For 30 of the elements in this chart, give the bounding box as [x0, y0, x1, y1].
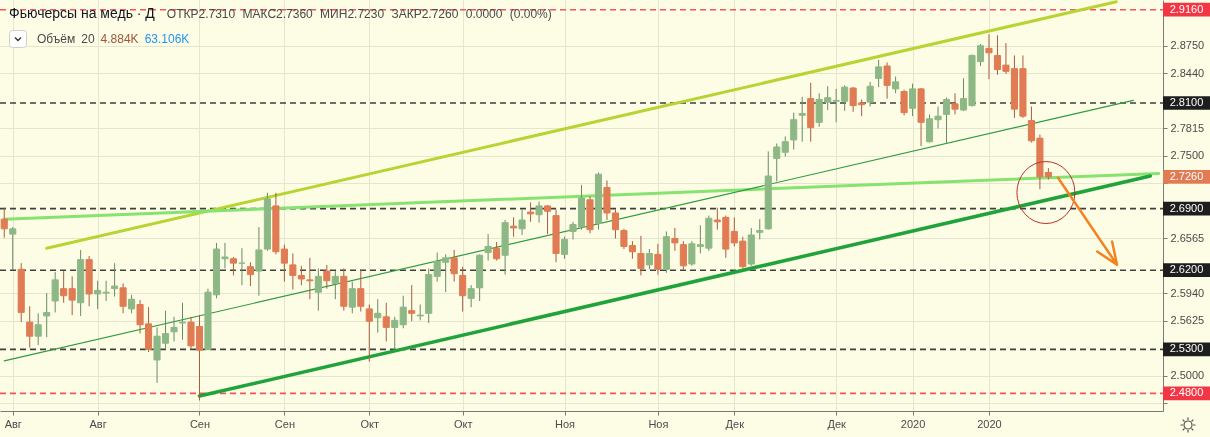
x-tick-label: 2020	[977, 417, 1002, 430]
text: ОТКР2.7310 МАКС2.7360 МИН2.7230 ЗАКР2.7260 0.0000 (0.00%)	[166, 7, 552, 21]
x-tick-label: Окт	[360, 417, 380, 430]
ref-line-label: 2.8100	[1169, 95, 1204, 108]
x-tick-label: 2020	[900, 417, 926, 430]
ref-line-label: 2.6200	[1169, 263, 1204, 276]
x-tick-label: Сен	[274, 417, 295, 430]
x-tick-label: Авг	[4, 417, 22, 430]
x-tick-label: Авг	[89, 417, 107, 430]
ref-line-label: 2.5300	[1169, 342, 1204, 355]
x-tick-label: Сен	[189, 417, 211, 430]
x-tick-label: Дек	[725, 417, 745, 430]
ref-line-label: 2.4800	[1169, 386, 1204, 399]
annotation: Объём 20 4.884K 63.106K	[37, 32, 190, 46]
y-tick-label: 2.7815	[1170, 121, 1205, 134]
y-tick-label: 2.8440	[1170, 66, 1205, 79]
y-tick-label: 2.8750	[1170, 39, 1205, 52]
y-tick-label: 2.5000	[1170, 369, 1205, 382]
x-tick-label: Дек	[827, 417, 847, 430]
y-tick-label: 2.5625	[1170, 314, 1205, 327]
y-tick-label: 2.6565	[1170, 231, 1205, 244]
y-tick-label: 2.5940	[1170, 286, 1205, 299]
x-tick-label: Окт	[453, 417, 473, 430]
ref-line-label: 2.6900	[1169, 201, 1204, 214]
ref-line-label: 2.9160	[1169, 2, 1204, 15]
x-tick-label: Ноя	[555, 417, 576, 430]
chart-title: Фьючерсы на медь · Д	[9, 5, 155, 21]
text: 2.7260	[1169, 169, 1204, 182]
y-tick-label: 2.7500	[1170, 149, 1205, 162]
x-tick-label: Ноя	[648, 417, 669, 430]
